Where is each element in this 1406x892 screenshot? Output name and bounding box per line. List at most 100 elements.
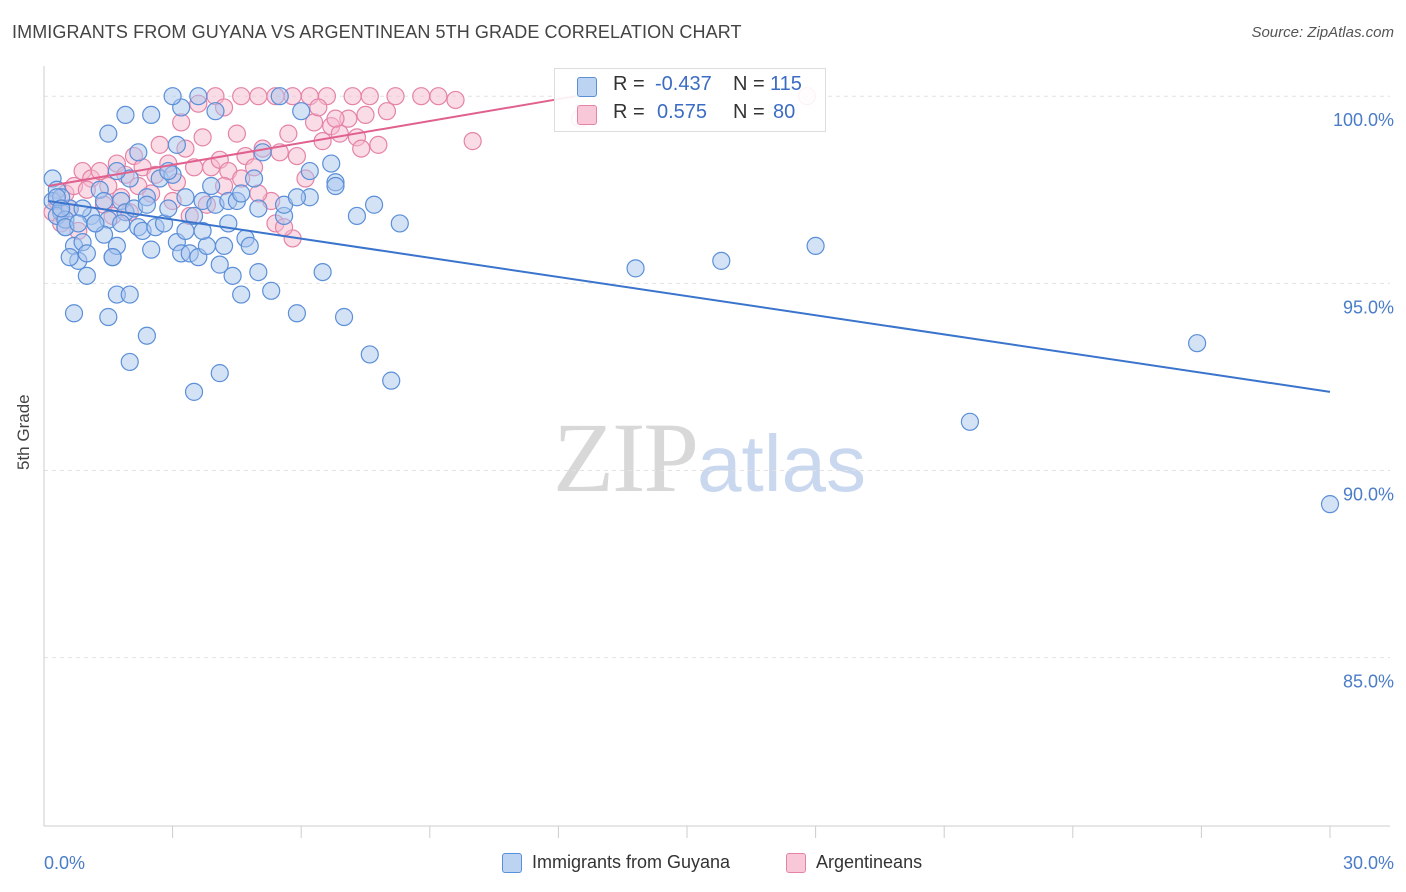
data-point-blue [86,214,105,233]
legend-swatch-argentineans [786,852,806,873]
data-point-pink [309,98,328,117]
y-tick-label: 100.0% [1333,110,1394,130]
data-point-pink [463,132,482,151]
data-point-blue [270,87,289,106]
data-point-blue [116,105,135,125]
stats-r-label: R = [613,73,645,95]
data-point-blue [112,214,131,233]
data-point-blue [382,371,401,390]
data-point-pink [446,90,465,110]
stats-legend-box: R = -0.437 N = 115 R = 0.575 N = 80 [554,68,826,132]
watermark-atlas: atlas [697,419,866,508]
data-point-blue [60,248,79,267]
data-point-blue [189,87,208,106]
data-point-pink [249,87,268,106]
data-point-pink [326,109,345,128]
stats-n-value: 115 [770,73,802,95]
trend-line-blue [48,200,1331,393]
data-point-pink [279,124,298,143]
data-point-blue [626,259,645,278]
data-point-blue [107,161,126,181]
data-point-pink [360,87,379,106]
data-point-blue [184,382,204,401]
data-point-blue [103,248,122,267]
data-point-blue [1188,334,1207,353]
data-point-blue [326,176,345,196]
watermark-zip: ZIP [553,402,699,513]
data-point-blue [249,199,268,218]
stats-n-value: 80 [773,101,796,123]
data-point-blue [163,87,182,106]
data-point-blue [322,154,341,173]
source-credit: Source: ZipAtlas.com [1251,24,1394,41]
data-point-blue [1320,495,1340,514]
data-point-blue [210,364,229,383]
chart-title: IMMIGRANTS FROM GUYANA VS ARGENTINEAN 5T… [12,22,742,42]
data-point-blue [142,240,161,259]
legend-item-argentineans[interactable]: Argentineans [786,852,922,873]
data-point-blue [960,412,980,431]
data-point-pink [386,87,405,106]
trend-line-pink [48,95,576,188]
data-point-blue [364,195,384,214]
data-point-pink [369,135,388,154]
data-point-blue [99,124,118,143]
legend-item-guyana[interactable]: Immigrants from Guyana [502,852,730,873]
y-tick-label: 90.0% [1343,484,1394,504]
stats-n-label: N = [733,101,765,123]
data-point-blue [287,304,307,323]
data-point-blue [390,214,409,233]
stats-n-label: N = [733,73,765,95]
data-point-pink [150,135,169,154]
data-point-blue [142,105,161,125]
data-point-blue [240,236,259,256]
data-point-blue [77,244,96,263]
data-point-pink [193,128,212,147]
data-point-pink [377,102,397,121]
data-point-blue [137,195,156,214]
data-point-pink [412,87,431,106]
data-point-pink [287,146,307,166]
data-point-blue [99,307,118,327]
data-point-blue [287,188,307,207]
data-point-blue [129,143,148,162]
y-tick-label: 85.0% [1343,672,1394,692]
stats-row-guyana: R = -0.437 N = 115 [555,73,825,101]
data-point-blue [197,236,216,256]
data-point-pink [232,87,251,106]
data-point-blue [313,262,332,282]
data-point-blue [214,236,234,256]
data-point-pink [330,124,349,143]
data-point-blue [159,199,178,218]
data-point-blue [262,281,281,300]
data-point-blue [232,184,251,203]
watermark: ZIPatlas [553,400,866,515]
data-point-blue [244,169,264,188]
data-point-blue [253,143,272,162]
data-point-blue [176,188,195,207]
data-point-pink [429,87,448,106]
data-point-blue [806,236,825,256]
data-point-blue [176,221,195,241]
data-point-blue [249,262,268,282]
data-point-pink [343,87,362,106]
stats-swatch-guyana [577,77,597,97]
x-tick-label: 30.0% [1343,853,1394,873]
legend-label-argentineans: Argentineans [816,852,923,872]
data-point-blue [94,191,114,211]
stats-r-value: -0.437 [655,73,712,95]
data-point-pink [356,105,375,125]
data-point-blue [223,266,242,285]
stats-r-value: 0.575 [657,101,708,123]
x-tick-label: 0.0% [44,853,85,873]
data-point-blue [69,214,88,233]
stats-row-argentineans: R = 0.575 N = 80 [555,101,825,129]
data-point-blue [206,102,225,121]
data-point-blue [120,352,139,372]
data-point-blue [202,176,221,196]
legend-label-guyana: Immigrants from Guyana [532,852,731,872]
data-point-blue [712,251,731,270]
data-point-pink [227,124,246,143]
data-point-blue [347,206,367,226]
